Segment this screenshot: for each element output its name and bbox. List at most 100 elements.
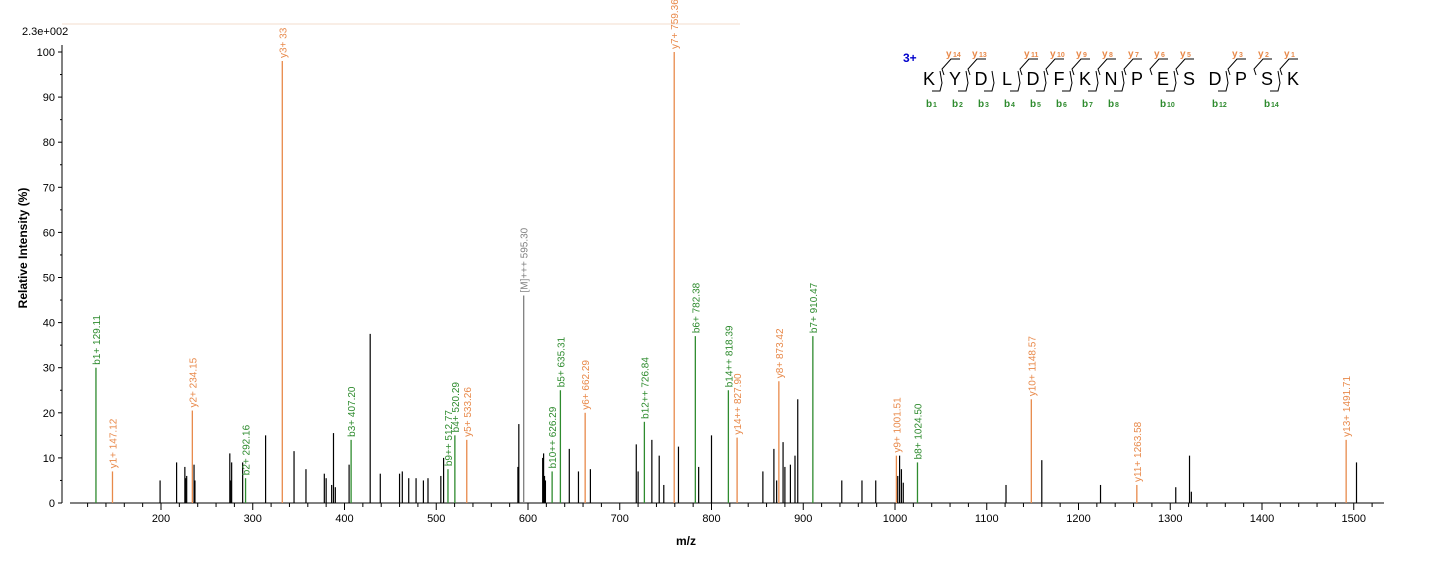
- peak-label-b: b1+ 129.11: [92, 315, 103, 365]
- peak-label-y: y8+ 873.42: [775, 328, 786, 378]
- y-ion-bracket: [1253, 58, 1272, 76]
- fragment-sequence-map: 3+K Y D L D F K N P E S D P S Ky 14 y 13 y 11 y 10 y 9 y 8 y 7 y 6 y 5 y…: [903, 49, 1299, 110]
- x-tick-label: 1000: [883, 513, 907, 525]
- b-ion-number: 6: [1063, 102, 1067, 109]
- y-ion-number: 14: [953, 52, 961, 59]
- peaks: [95, 52, 1358, 503]
- b-ion-number: 3: [985, 102, 989, 109]
- y-ion-number: 2: [1265, 52, 1269, 59]
- b-ion-number: 12: [1219, 102, 1227, 109]
- y-ion-number: 5: [1187, 52, 1191, 59]
- peak-label-y: y7+ 759.36: [670, 0, 681, 49]
- b-ion-number: 4: [1011, 102, 1015, 109]
- x-tick-label: 200: [152, 513, 170, 525]
- peak-label-b: b3+ 407.20: [347, 386, 358, 437]
- b-ion-label: b: [1056, 99, 1062, 110]
- y-tick-label: 70: [43, 182, 55, 194]
- peak-label-y: y1+ 147.12: [108, 418, 119, 468]
- y-ion-bracket: [1097, 58, 1116, 76]
- peak-label-b: b8+ 1024.50: [913, 403, 924, 459]
- charge-state-label: 3+: [903, 51, 917, 65]
- b-ion-label: b: [978, 99, 984, 110]
- x-tick-label: 1100: [975, 513, 999, 525]
- y-tick-label: 50: [43, 273, 55, 285]
- b-ion-bracket: [1062, 70, 1073, 92]
- y-ion-number: 3: [1239, 52, 1243, 59]
- y-ion-number: 9: [1083, 52, 1087, 59]
- y-ion-label: y: [1102, 49, 1108, 60]
- axes: 0 10 20 30 40 50 60 70 80 90 100 200 300 400 500 600 700…: [37, 23, 1384, 525]
- y-ion-bracket: [1175, 58, 1194, 76]
- b-ion-label: b: [1212, 99, 1218, 110]
- b-ion-number: 1: [933, 102, 937, 109]
- y-ion-label: y: [1024, 49, 1030, 60]
- peak-label-b: b12++ 726.84: [640, 357, 651, 419]
- y-ion-label: y: [1284, 49, 1290, 60]
- y-ion-number: 10: [1057, 52, 1065, 59]
- x-tick-label: 900: [794, 513, 812, 525]
- y-tick-label: 40: [43, 318, 55, 330]
- y-tick-label: 20: [43, 408, 55, 420]
- y-tick-label: 30: [43, 363, 55, 375]
- y-tick-label: 100: [37, 47, 55, 59]
- peak-label-b: b9++ 512.77: [444, 410, 455, 467]
- x-tick-label: 500: [427, 513, 445, 525]
- y-tick-label: 60: [43, 227, 55, 239]
- sequence-residue: P: [1235, 69, 1247, 89]
- peak-labels: b1+ 129.11 y1+ 147.12 y2+ 234.15 b2+ 292.16…: [92, 0, 1353, 482]
- b-ion-label: b: [1160, 99, 1166, 110]
- sequence-residue: K: [1079, 69, 1091, 89]
- b-ion-number: 2: [959, 102, 963, 109]
- peak-label-y: y9+ 1001.51: [892, 397, 903, 453]
- y-ion-label: y: [946, 49, 952, 60]
- sequence-residue: D: [1027, 69, 1040, 89]
- peak-label-y: y6+ 662.29: [581, 360, 592, 410]
- sequence-residue: E: [1157, 69, 1169, 89]
- y-ion-label: y: [1154, 49, 1160, 60]
- y-tick-label: 10: [43, 453, 55, 465]
- y-ion-bracket: [1149, 58, 1168, 76]
- b-ion-number: 7: [1089, 102, 1093, 109]
- y-ion-bracket: [1227, 58, 1246, 76]
- b-ion-number: 10: [1167, 102, 1175, 109]
- sequence-residue: K: [923, 69, 935, 89]
- x-tick-label: 1200: [1066, 513, 1090, 525]
- x-tick-label: 600: [519, 513, 537, 525]
- sequence-residue: F: [1054, 69, 1065, 89]
- x-axis-title: m/z: [676, 534, 696, 548]
- y-ion-bracket: [1123, 58, 1142, 76]
- sequence-residue: S: [1183, 69, 1195, 89]
- y-ion-number: 13: [979, 52, 987, 59]
- x-tick-label: 800: [702, 513, 720, 525]
- y-ion-label: y: [1050, 49, 1056, 60]
- peak-label-b: b6+ 782.38: [691, 282, 702, 333]
- y-ion-label: y: [1180, 49, 1186, 60]
- peak-label-y: y5+ 533.26: [463, 387, 474, 437]
- y-ion-number: 6: [1161, 52, 1165, 59]
- y-ion-bracket: [967, 58, 986, 76]
- peak-label-y: y13+ 1491.71: [1342, 376, 1353, 437]
- b-ion-label: b: [1108, 99, 1114, 110]
- sequence-residue: D: [975, 69, 988, 89]
- peak-label-b: b10++ 626.29: [548, 406, 559, 468]
- y-ion-bracket: [1045, 58, 1064, 76]
- peak-label-y: y3+ 33: [278, 27, 289, 58]
- peak-label-y: y14++ 827.90: [733, 373, 744, 435]
- b-ion-number: 8: [1115, 102, 1119, 109]
- y-tick-label: 80: [43, 137, 55, 149]
- b-ion-bracket: [1218, 70, 1229, 92]
- b-ion-bracket: [958, 70, 969, 92]
- x-tick-label: 1500: [1342, 513, 1366, 525]
- x-tick-label: 700: [611, 513, 629, 525]
- sequence-residue: N: [1105, 69, 1118, 89]
- intensity-scale-label: 2.3e+002: [22, 26, 68, 38]
- y-tick-label: 90: [43, 92, 55, 104]
- y-ion-label: y: [1232, 49, 1238, 60]
- sequence-residue: D: [1209, 69, 1222, 89]
- peak-label-b: b4+ 520.29: [451, 382, 462, 433]
- y-ion-number: 1: [1291, 52, 1295, 59]
- b-ion-label: b: [1264, 99, 1270, 110]
- peak-label-b: b14++ 818.39: [724, 325, 735, 387]
- b-ion-bracket: [1114, 70, 1125, 92]
